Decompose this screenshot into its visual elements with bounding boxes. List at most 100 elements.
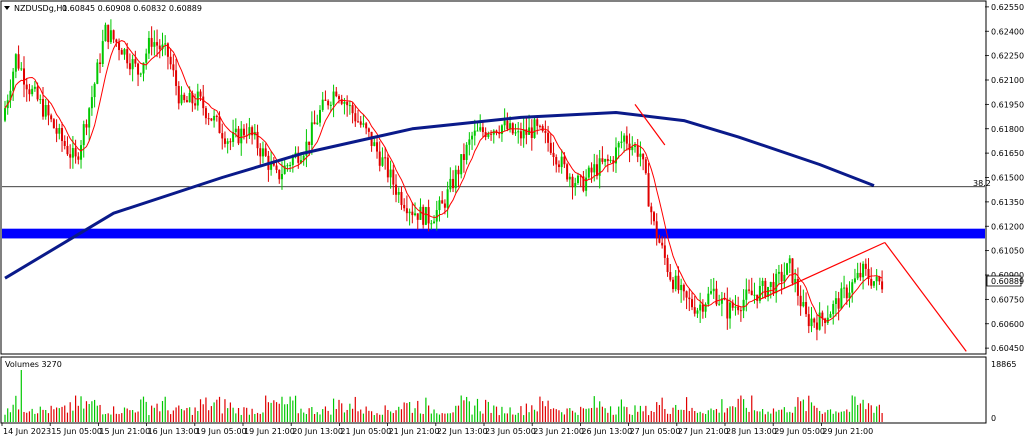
candle-body xyxy=(783,274,786,282)
candle-body xyxy=(237,128,240,144)
candle-body xyxy=(218,116,221,134)
short-moving-average-line xyxy=(4,40,883,322)
candle-body xyxy=(242,128,245,136)
candle-body xyxy=(685,291,688,298)
candle-body xyxy=(731,302,734,308)
candle-body xyxy=(620,141,623,143)
candle-body xyxy=(196,91,199,106)
time-tick-label: 16 Jun 13:00 xyxy=(148,427,199,436)
candle-body xyxy=(223,138,226,144)
candle-body xyxy=(321,99,324,110)
candle-body xyxy=(156,42,159,46)
candle-body xyxy=(446,189,449,208)
candle-body xyxy=(642,153,645,160)
candle-body xyxy=(864,263,867,269)
candle-body xyxy=(305,141,308,156)
candle-body xyxy=(590,167,593,173)
candle-body xyxy=(788,258,791,264)
candle-body xyxy=(28,89,31,95)
price-tick-label: 0.61200 xyxy=(991,222,1024,231)
candle-body xyxy=(775,273,778,294)
candle-body xyxy=(42,99,45,117)
candle-body xyxy=(376,142,379,152)
candle-body xyxy=(55,128,58,134)
candle-body xyxy=(557,164,560,168)
candle-body xyxy=(750,290,753,296)
candle-body xyxy=(764,280,767,297)
candle-body xyxy=(411,211,414,216)
candle-body xyxy=(378,151,381,166)
current-price-box xyxy=(986,275,1022,287)
candle-body xyxy=(185,100,188,103)
candle-body xyxy=(33,86,36,89)
candle-body xyxy=(204,108,207,119)
price-tick-label: 0.61650 xyxy=(991,149,1024,158)
candle-body xyxy=(416,213,419,220)
candle-body xyxy=(522,129,525,139)
candle-body xyxy=(278,169,281,180)
candle-body xyxy=(807,314,810,327)
candle-body xyxy=(251,127,254,136)
candle-body xyxy=(23,68,26,85)
candle-body xyxy=(457,169,460,175)
candle-body xyxy=(617,142,620,148)
projection-line xyxy=(884,242,967,352)
candle-body xyxy=(283,165,286,174)
candle-body xyxy=(386,157,389,178)
candle-body xyxy=(419,206,422,220)
candle-body xyxy=(248,127,251,136)
candle-body xyxy=(395,184,398,195)
candle-body xyxy=(291,157,294,165)
candle-body xyxy=(555,157,558,165)
candle-body xyxy=(544,131,547,133)
candle-body xyxy=(454,169,457,189)
candle-body xyxy=(832,304,835,315)
candle-body xyxy=(718,303,721,305)
time-tick-label: 27 Jun 21:00 xyxy=(678,427,729,436)
candle-body xyxy=(346,102,349,106)
candle-body xyxy=(593,164,596,173)
candle-body xyxy=(194,103,197,106)
candle-body xyxy=(691,299,694,308)
dropdown-triangle-icon[interactable] xyxy=(4,6,10,10)
candle-body xyxy=(834,298,837,305)
candle-body xyxy=(614,147,617,164)
candle-body xyxy=(628,143,631,151)
candle-body xyxy=(373,142,376,146)
candle-body xyxy=(609,159,612,162)
symbol-label: NZDUSDg,H1 xyxy=(14,4,67,13)
candle-body xyxy=(210,118,213,121)
candle-body xyxy=(123,49,126,55)
candle-body xyxy=(63,141,66,146)
candle-body xyxy=(82,124,85,146)
candle-body xyxy=(872,281,875,286)
price-tick-label: 0.62400 xyxy=(991,27,1024,36)
candle-body xyxy=(481,127,484,133)
candle-body xyxy=(856,272,859,279)
candle-body xyxy=(519,131,522,139)
candle-body xyxy=(188,92,191,103)
candle-body xyxy=(585,177,588,191)
candle-body xyxy=(696,310,699,314)
candle-body xyxy=(473,130,476,136)
candle-body xyxy=(367,128,370,132)
candle-body xyxy=(403,204,406,209)
candle-body xyxy=(408,211,411,214)
candle-body xyxy=(145,53,148,63)
candle-body xyxy=(272,162,275,166)
volume-label: Volumes 3270 xyxy=(5,360,62,369)
candle-body xyxy=(772,282,775,294)
candle-body xyxy=(161,44,164,50)
candle-body xyxy=(329,104,332,106)
price-tick-label: 0.62550 xyxy=(991,3,1024,12)
candle-body xyxy=(821,312,824,319)
current-price-label: 0.60889 xyxy=(991,277,1024,286)
volume-panel-frame xyxy=(0,356,987,424)
candle-body xyxy=(435,210,438,222)
volume-zero-label: 0 xyxy=(991,414,996,423)
price-tick-label: 0.60750 xyxy=(991,295,1024,304)
candle-body xyxy=(631,146,634,151)
candle-body xyxy=(234,128,237,133)
candle-body xyxy=(549,142,552,153)
